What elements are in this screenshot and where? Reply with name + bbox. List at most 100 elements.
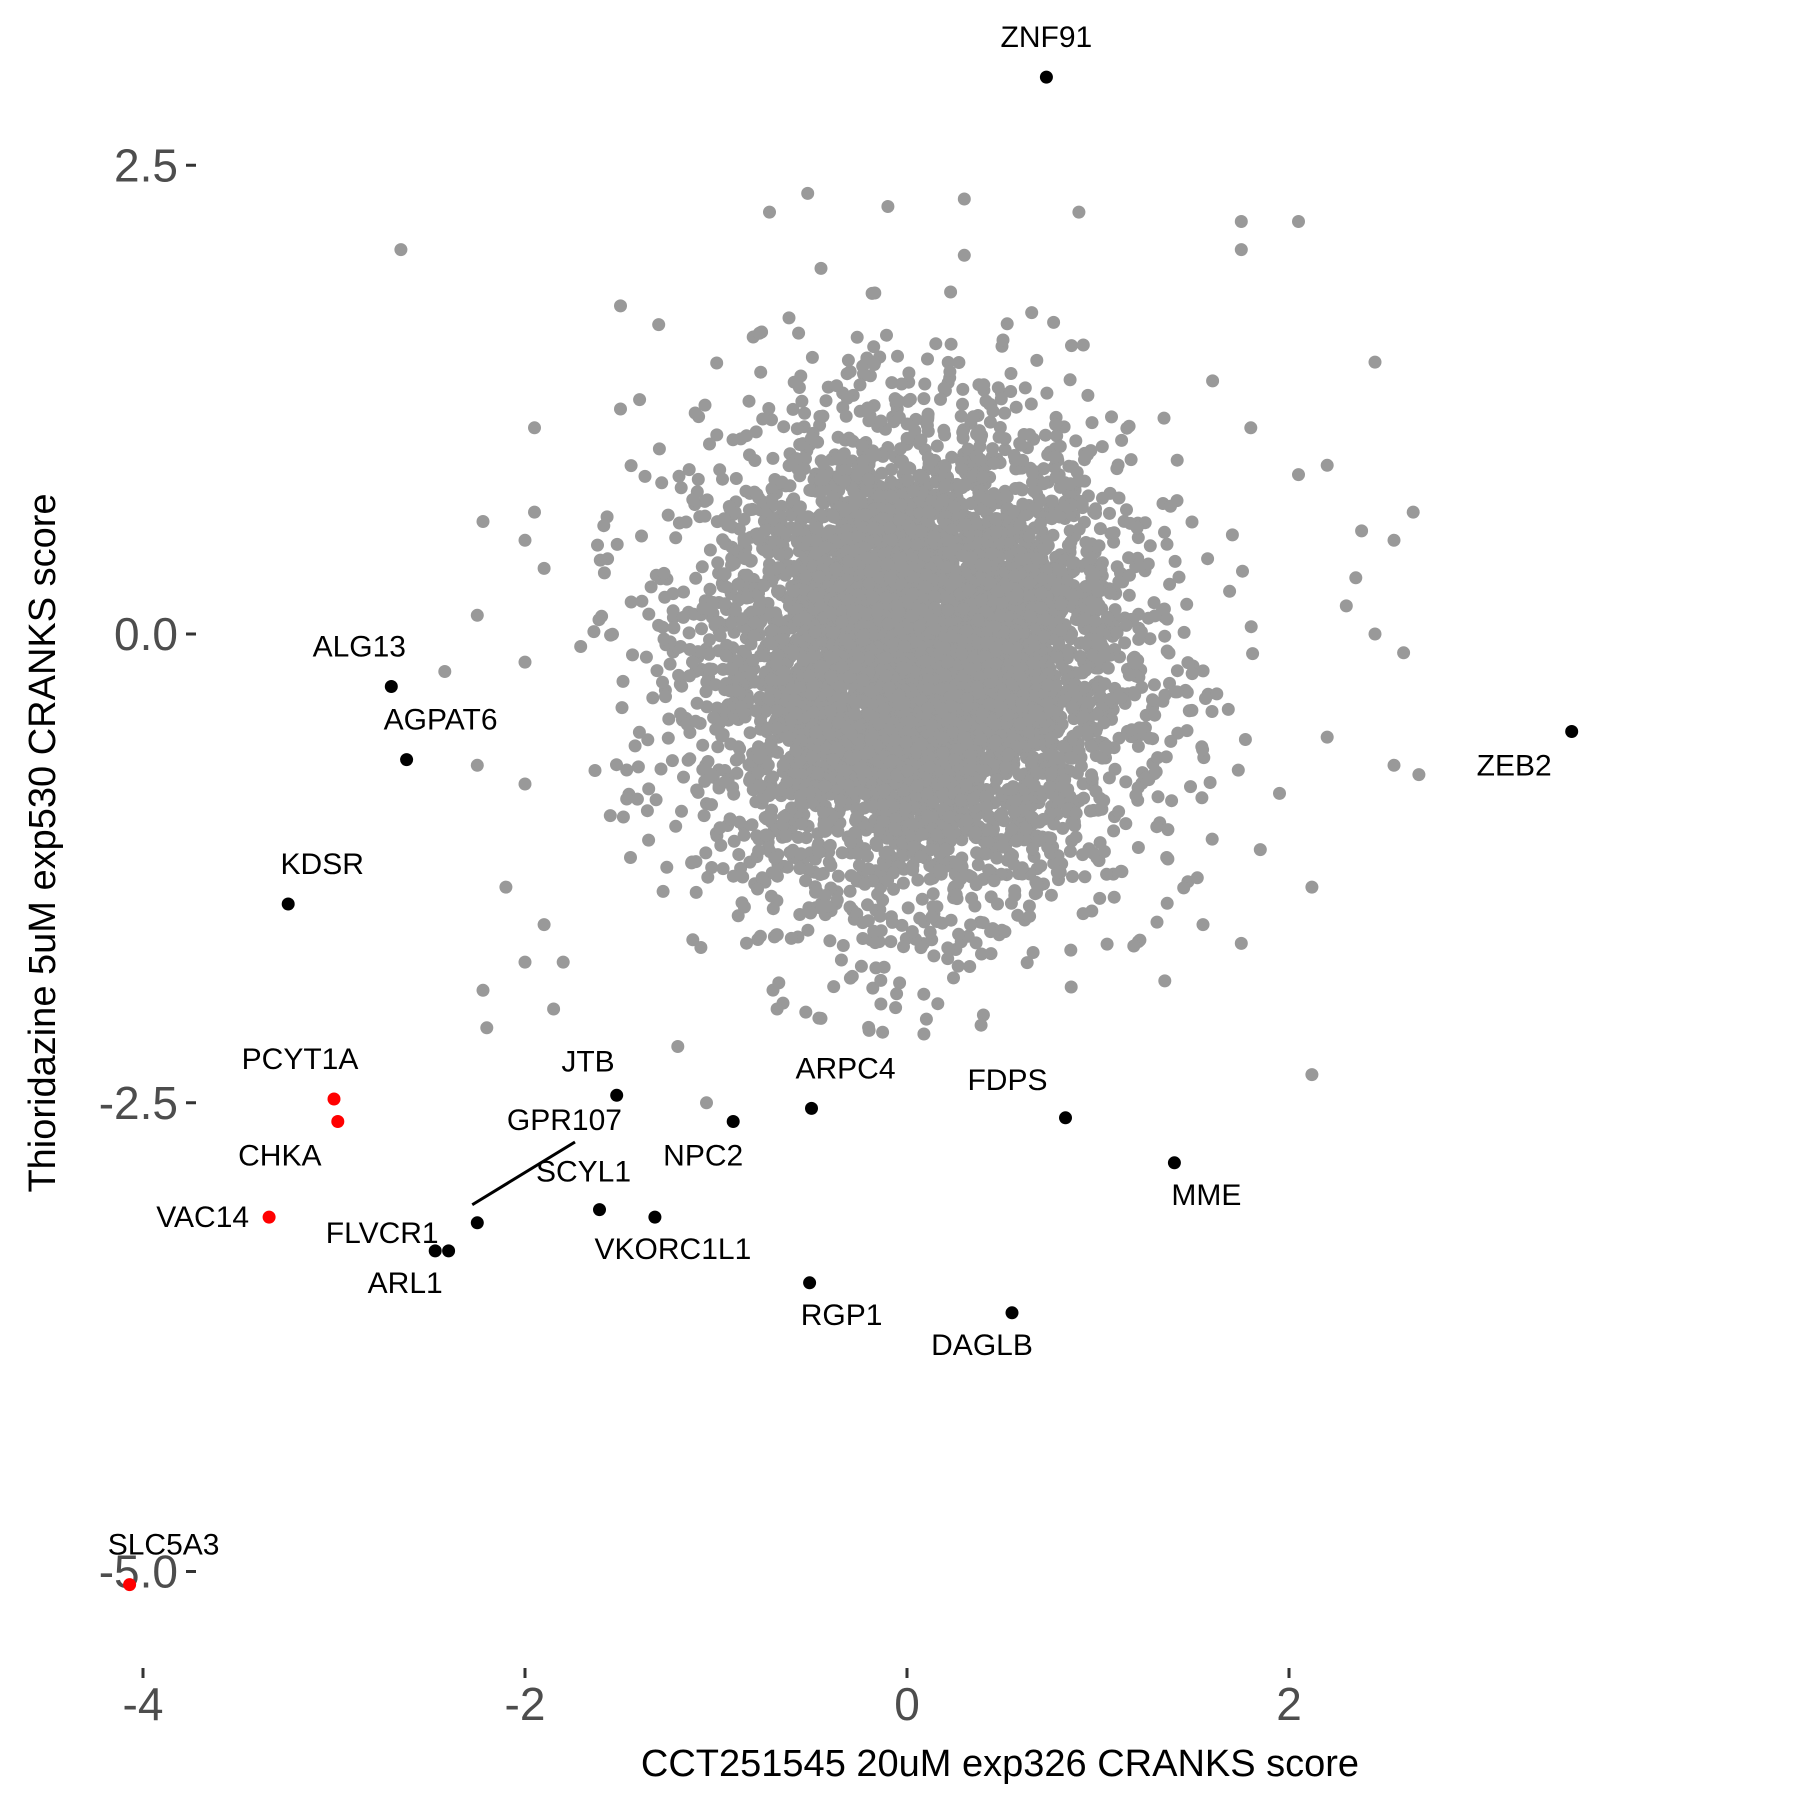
background-point (992, 430, 1006, 444)
background-point (782, 311, 796, 325)
background-point (715, 729, 729, 743)
background-point (1076, 848, 1090, 862)
background-point (732, 593, 746, 607)
background-point (1119, 817, 1133, 831)
background-point (804, 906, 818, 920)
background-point (726, 433, 740, 447)
background-point (1072, 666, 1086, 680)
background-point (830, 893, 844, 907)
background-point (1016, 497, 1030, 511)
background-point (700, 493, 714, 507)
background-point (1072, 522, 1086, 536)
background-point (862, 414, 876, 428)
background-point (1131, 739, 1145, 753)
background-point (968, 899, 982, 913)
background-point (1157, 411, 1171, 425)
background-point (1160, 537, 1174, 551)
background-point (843, 971, 857, 985)
background-point (976, 1008, 990, 1022)
background-point (1092, 539, 1106, 553)
background-point (1050, 429, 1064, 443)
background-point (742, 394, 756, 408)
background-point (1100, 937, 1114, 951)
background-point (1007, 857, 1021, 871)
background-point (729, 472, 743, 485)
background-point (1184, 780, 1197, 794)
background-point (805, 350, 819, 364)
background-point (1101, 661, 1115, 675)
background-point (755, 871, 769, 885)
background-point (838, 464, 852, 477)
background-point (1089, 784, 1103, 798)
background-point (799, 1005, 813, 1019)
background-point (976, 916, 990, 930)
background-point (731, 577, 745, 591)
background-point (954, 872, 968, 886)
background-point (1196, 664, 1210, 678)
background-point (835, 846, 849, 860)
background-point (1060, 574, 1074, 588)
background-point (869, 961, 883, 975)
background-point (1150, 820, 1164, 834)
background-point (838, 474, 852, 488)
background-point (981, 835, 995, 849)
background-point (1170, 453, 1184, 467)
background-point (1118, 636, 1132, 650)
background-point (766, 451, 780, 465)
background-point (766, 902, 780, 916)
background-point (795, 817, 808, 831)
background-point (710, 428, 724, 442)
background-point (642, 833, 656, 847)
background-point (686, 933, 700, 947)
background-point (620, 763, 634, 777)
background-point (1164, 499, 1177, 513)
background-point (1025, 811, 1039, 824)
background-point (620, 792, 634, 806)
background-point (930, 439, 944, 453)
background-point (1076, 907, 1090, 921)
background-point (986, 404, 1000, 418)
background-point (675, 804, 688, 818)
background-point (866, 981, 880, 995)
background-point (901, 394, 915, 408)
background-point (698, 398, 712, 412)
background-point (1018, 381, 1032, 395)
background-point (862, 1020, 876, 1034)
background-point (695, 560, 709, 574)
background-point (603, 809, 617, 823)
background-point (1199, 692, 1212, 705)
background-point (644, 580, 658, 594)
background-point (871, 887, 885, 901)
background-point (1236, 564, 1249, 578)
background-point (626, 648, 639, 662)
background-point (1231, 763, 1245, 777)
background-point (921, 424, 935, 438)
background-point (740, 936, 753, 950)
background-point (656, 884, 670, 898)
background-point (983, 415, 997, 429)
background-point (743, 726, 757, 740)
background-point (1093, 891, 1107, 905)
background-point (1172, 570, 1186, 584)
background-point (720, 638, 734, 652)
background-point (1090, 707, 1104, 721)
background-point (1148, 708, 1162, 722)
background-point (754, 365, 768, 379)
background-point (969, 936, 983, 950)
background-point (1008, 569, 1022, 583)
background-point (737, 900, 751, 914)
background-point (1023, 909, 1037, 923)
background-point (720, 580, 734, 594)
background-point (964, 497, 978, 511)
background-point (855, 438, 869, 452)
background-point (891, 349, 904, 363)
background-point (927, 949, 941, 963)
background-point (654, 762, 668, 776)
background-point (672, 469, 686, 483)
background-point (793, 438, 807, 451)
background-point (1004, 385, 1018, 398)
background-point (656, 675, 669, 689)
background-point (921, 352, 934, 366)
background-point (961, 442, 975, 456)
